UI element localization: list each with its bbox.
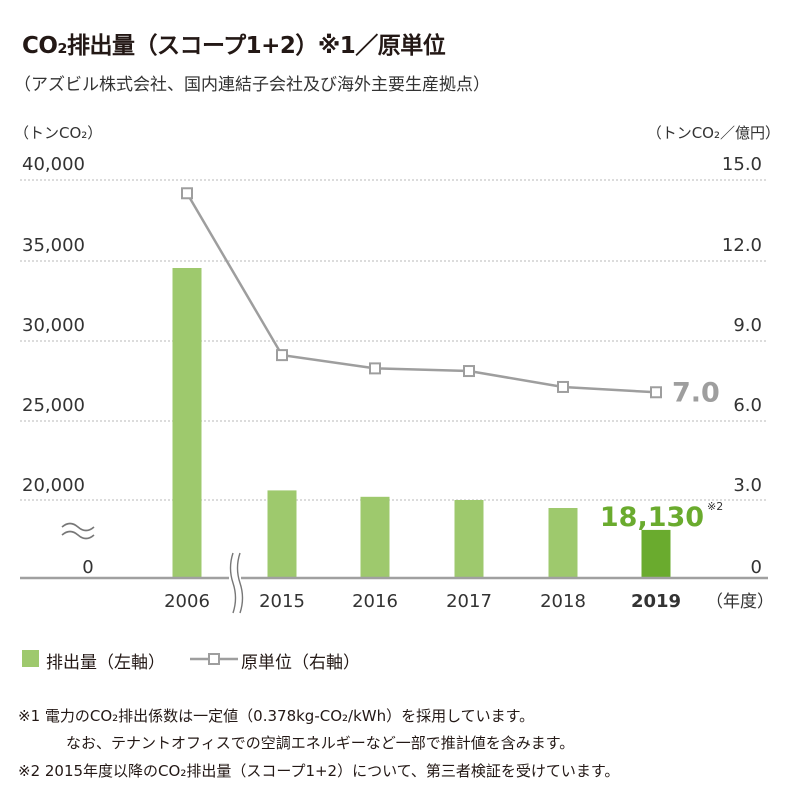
right-tick-label: 6.0 [733,395,762,416]
left-tick-label: 20,000 [22,475,85,496]
footnote-1: ※1 電力のCO₂排出係数は一定値（0.378kg-CO₂/kWh）を採用してい… [18,707,535,725]
x-tick-label: 2018 [540,591,586,612]
left-tick-label: 40,000 [22,154,85,175]
x-tick-label: 2015 [259,591,305,612]
line-marker-2017 [463,365,475,378]
x-tick-label: 2006 [164,591,210,612]
bar-2018 [548,508,578,578]
bar-2015 [267,490,297,578]
x-tick-label: 2017 [446,591,492,612]
grid-lines [20,179,768,501]
axis-ticks: 40,000 35,000 30,000 25,000 20,000 0 15.0 12.0 9… [22,154,762,578]
line-marker-2018 [557,380,569,393]
line-marker-2019 [650,386,662,399]
chart-subtitle: （アズビル株式会社、国内連結子会社及び海外主要生産拠点） [14,75,490,95]
left-tick-label: 35,000 [22,235,85,256]
x-tick-label: 2019 [631,591,681,612]
last-line-value-label: 7.0 [672,377,720,408]
bar-2019 [641,529,671,578]
right-tick-label: 15.0 [722,154,762,175]
annotations: 18,130 ※2 7.0 [600,377,723,533]
bar-2017 [454,500,484,578]
legend-line-icon [190,653,238,665]
line-series [181,187,662,399]
right-tick-label: 3.0 [733,475,762,496]
x-axis-break-icon [229,552,244,614]
footnote-1-continued: なお、テナントオフィスでの空調エネルギーなど一部で推計値を含みます。 [66,734,575,752]
x-axis-unit: （年度） [706,592,774,612]
x-tick-label: 2016 [352,591,398,612]
line-marker-2015 [276,349,288,362]
bar-2016 [360,496,390,578]
chart-title: CO₂排出量（スコープ1+2）※1／原単位 [22,33,446,59]
bars [172,268,671,578]
line-marker-2006 [181,187,193,200]
right-axis-unit: （トンCO₂／億円） [646,124,780,142]
legend-bar-label: 排出量（左軸） [46,653,165,673]
x-axis: 2006 2015 2016 2017 2018 2019 （年度） [20,552,774,614]
intensity-line [185,192,657,394]
left-tick-label: 30,000 [22,315,85,336]
left-axis-unit: （トンCO₂） [14,124,103,142]
last-bar-note-label: ※2 [707,500,723,513]
right-tick-label: 0 [751,557,762,578]
right-tick-label: 9.0 [733,315,762,336]
footnote-2: ※2 2015年度以降のCO₂排出量（スコープ1+2）について、第三者検証を受け… [18,762,620,780]
axis-break-icon [61,522,95,540]
left-tick-label: 25,000 [22,395,85,416]
last-bar-value-label: 18,130 [600,502,704,533]
legend-line-label: 原単位（右軸） [241,653,360,673]
legend-bar-swatch [22,650,39,667]
right-tick-label: 12.0 [722,235,762,256]
line-marker-2016 [369,362,381,375]
bar-2006 [172,268,202,578]
left-tick-label: 0 [82,557,93,578]
